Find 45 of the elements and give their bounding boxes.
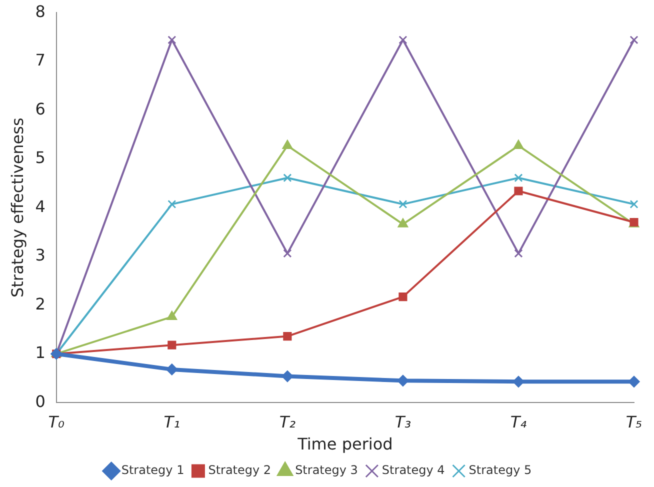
point xyxy=(283,332,292,341)
point xyxy=(282,140,293,149)
point xyxy=(168,340,176,350)
point xyxy=(282,370,294,382)
y-tick-label: 8 xyxy=(35,2,46,21)
x-tick-label: T₅ xyxy=(626,412,642,432)
point xyxy=(514,249,523,258)
x-axis-title: Time period xyxy=(296,434,393,454)
point xyxy=(166,364,178,376)
x-tick-label: T₂ xyxy=(279,412,296,432)
legend-label: Strategy 4 xyxy=(382,463,445,478)
y-tick-label: 1 xyxy=(35,343,46,362)
y-tick-label: 0 xyxy=(35,392,46,411)
y-tick-label: 5 xyxy=(35,148,46,168)
point xyxy=(168,36,176,44)
y-axis-title: Strategy effectiveness xyxy=(8,118,27,298)
point xyxy=(398,218,408,228)
point xyxy=(630,200,638,208)
legend-label: Strategy 3 xyxy=(295,463,358,478)
y-tick-label: 2 xyxy=(35,294,46,314)
x-tick-label: T₄ xyxy=(510,412,528,432)
point xyxy=(514,186,523,196)
point xyxy=(514,174,523,182)
point xyxy=(398,200,408,208)
point xyxy=(166,311,177,320)
y-tick-label: 3 xyxy=(35,246,46,265)
point xyxy=(398,292,408,302)
legend-label: Strategy 1 xyxy=(121,463,184,478)
legend-label: Strategy 5 xyxy=(468,463,532,478)
y-tick-label: 6 xyxy=(35,99,46,118)
y-tick-label: 4 xyxy=(35,196,46,216)
x-tick-label: T₁ xyxy=(164,412,180,432)
point xyxy=(283,249,292,258)
y-tick-label: 7 xyxy=(35,50,46,70)
point xyxy=(512,376,524,388)
x-tick-label: T₀ xyxy=(48,412,66,432)
point xyxy=(628,376,640,388)
point xyxy=(398,36,408,44)
legend-label: Strategy 2 xyxy=(208,463,272,478)
point xyxy=(513,140,524,149)
point xyxy=(630,36,638,44)
point xyxy=(283,174,292,182)
x-tick-label: T₃ xyxy=(394,412,412,432)
point xyxy=(397,374,409,386)
point xyxy=(168,200,176,208)
